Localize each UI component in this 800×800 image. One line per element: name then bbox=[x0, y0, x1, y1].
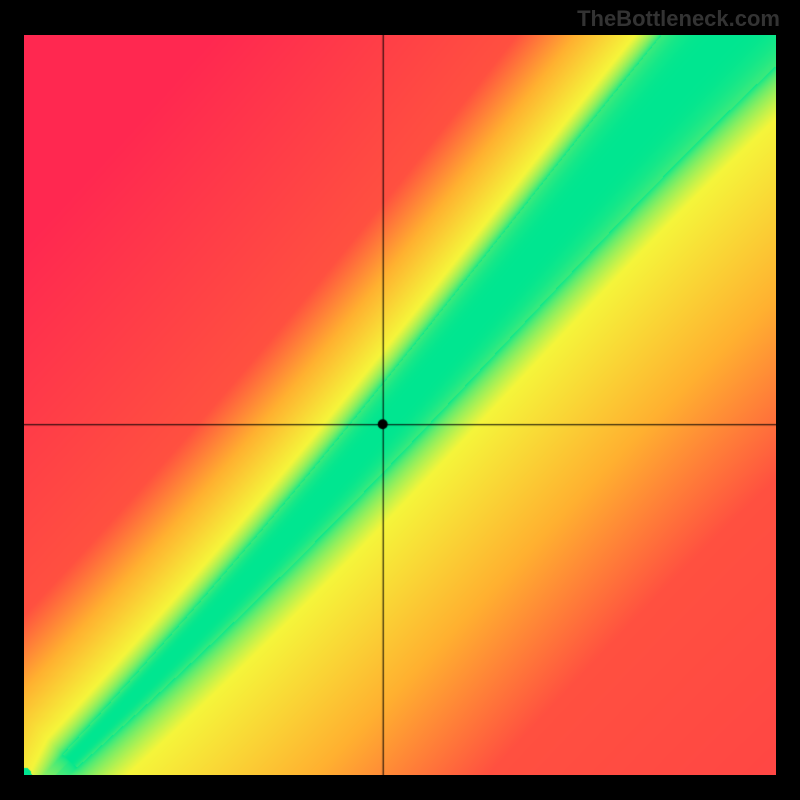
watermark-text: TheBottleneck.com bbox=[577, 6, 780, 32]
heatmap-canvas bbox=[24, 35, 776, 775]
bottleneck-heatmap bbox=[24, 35, 776, 775]
